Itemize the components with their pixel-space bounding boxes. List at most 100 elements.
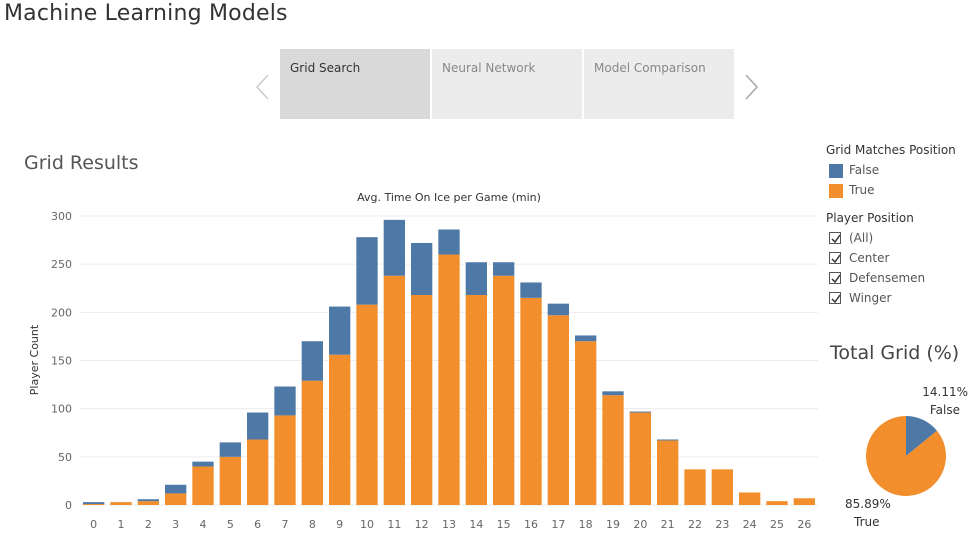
pie-slice-true[interactable] — [866, 416, 946, 496]
bar-true-23[interactable] — [711, 469, 733, 505]
y-tick-label: 50 — [58, 451, 72, 464]
bar-false-5[interactable] — [219, 442, 241, 457]
y-tick-label: 200 — [51, 306, 72, 319]
bar-true-17[interactable] — [547, 315, 569, 505]
bar-true-26[interactable] — [793, 498, 815, 505]
legend-title: Grid Matches Position — [826, 143, 956, 157]
bar-true-6[interactable] — [247, 439, 269, 505]
bar-true-13[interactable] — [438, 254, 460, 505]
bar-true-9[interactable] — [329, 354, 351, 505]
tab-neural-network[interactable]: Neural Network — [432, 49, 582, 119]
x-tick-label: 25 — [770, 518, 784, 531]
checkbox-checked-icon[interactable] — [829, 272, 841, 284]
y-tick-label: 250 — [51, 258, 72, 271]
x-tick-label: 26 — [797, 518, 811, 531]
chevron-right-icon[interactable] — [743, 72, 759, 102]
bar-false-17[interactable] — [547, 303, 569, 316]
bar-false-7[interactable] — [274, 386, 296, 416]
x-tick-label: 6 — [254, 518, 261, 531]
x-tick-label: 1 — [118, 518, 125, 531]
x-tick-label: 17 — [551, 518, 565, 531]
checkbox-checked-icon[interactable] — [829, 252, 841, 264]
bar-true-16[interactable] — [520, 297, 542, 505]
bar-false-2[interactable] — [137, 499, 159, 502]
bar-false-16[interactable] — [520, 282, 542, 298]
filter-label: Winger — [849, 291, 892, 305]
x-tick-label: 14 — [469, 518, 483, 531]
bar-true-12[interactable] — [411, 294, 433, 505]
bar-false-8[interactable] — [301, 341, 323, 381]
bar-false-13[interactable] — [438, 229, 460, 255]
legend-label: False — [849, 163, 880, 177]
bar-true-18[interactable] — [575, 341, 597, 505]
section-title: Grid Results — [24, 152, 139, 174]
x-tick-label: 21 — [661, 518, 675, 531]
pie-true-pct: 85.89% — [845, 497, 891, 511]
tab-model-comparison[interactable]: Model Comparison — [584, 49, 734, 119]
chevron-left-icon[interactable] — [255, 72, 271, 102]
filter-label: (All) — [849, 231, 874, 245]
bar-true-20[interactable] — [629, 412, 651, 505]
bar-true-21[interactable] — [657, 440, 679, 505]
bar-true-14[interactable] — [465, 294, 487, 505]
pie-false-label: False — [930, 403, 960, 417]
chart-title: Avg. Time On Ice per Game (min) — [357, 191, 541, 204]
x-tick-label: 15 — [497, 518, 511, 531]
pie-chart: 14.11% False 85.89% True — [845, 385, 968, 529]
bar-false-9[interactable] — [329, 306, 351, 355]
bar-false-15[interactable] — [493, 262, 515, 276]
x-tick-label: 18 — [579, 518, 593, 531]
bar-true-25[interactable] — [766, 501, 788, 505]
bar-true-24[interactable] — [739, 492, 761, 505]
checkbox-checked-icon[interactable] — [829, 232, 841, 244]
bar-true-3[interactable] — [165, 493, 187, 505]
bar-false-20[interactable] — [629, 411, 651, 413]
bar-true-15[interactable] — [493, 275, 515, 505]
bar-false-10[interactable] — [356, 237, 378, 305]
bar-false-3[interactable] — [165, 484, 187, 494]
bar-false-11[interactable] — [383, 219, 405, 276]
y-tick-label: 150 — [51, 355, 72, 368]
bar-true-2[interactable] — [137, 501, 159, 505]
bar-false-18[interactable] — [575, 335, 597, 342]
bar-false-0[interactable] — [83, 502, 105, 505]
y-axis-label: Player Count — [28, 324, 41, 395]
x-tick-label: 16 — [524, 518, 538, 531]
tab-grid-search[interactable]: Grid Search — [280, 49, 430, 119]
bar-true-1[interactable] — [110, 502, 132, 505]
bar-true-22[interactable] — [684, 469, 706, 505]
bar-true-8[interactable] — [301, 380, 323, 505]
chart-bars — [83, 219, 815, 505]
x-tick-label: 9 — [336, 518, 343, 531]
bar-true-0[interactable] — [83, 504, 105, 505]
x-tick-label: 4 — [200, 518, 207, 531]
bar-true-10[interactable] — [356, 304, 378, 505]
page-title: Machine Learning Models — [4, 1, 288, 26]
legend-label: True — [849, 183, 875, 197]
bar-false-12[interactable] — [411, 242, 433, 295]
bar-true-7[interactable] — [274, 415, 296, 505]
legend-swatch-true — [829, 184, 843, 198]
bar-false-4[interactable] — [192, 461, 214, 467]
x-tick-label: 5 — [227, 518, 234, 531]
bar-true-4[interactable] — [192, 466, 214, 505]
bar-chart: Avg. Time On Ice per Game (min) Player C… — [28, 191, 818, 531]
bar-false-19[interactable] — [602, 391, 624, 396]
filter-label: Defensemen — [849, 271, 926, 285]
x-axis-ticks: 0 1 2 3 4 5 6 7 8 9 10 11 12 13 14 15 16 17 18 19 20 21 22 23 24… — [90, 518, 811, 531]
x-tick-label: 7 — [282, 518, 289, 531]
x-tick-label: 8 — [309, 518, 316, 531]
bar-true-11[interactable] — [383, 275, 405, 505]
bar-false-21[interactable] — [657, 439, 679, 441]
checkbox-checked-icon[interactable] — [829, 292, 841, 304]
bar-true-19[interactable] — [602, 395, 624, 505]
bar-false-14[interactable] — [465, 262, 487, 295]
y-tick-label: 100 — [51, 403, 72, 416]
bar-false-6[interactable] — [247, 412, 269, 440]
pie-slice-false[interactable] — [906, 416, 937, 456]
x-tick-label: 19 — [606, 518, 620, 531]
pie-true-label: True — [853, 515, 880, 529]
x-tick-label: 23 — [715, 518, 729, 531]
bar-true-5[interactable] — [219, 456, 241, 505]
x-tick-label: 10 — [360, 518, 374, 531]
